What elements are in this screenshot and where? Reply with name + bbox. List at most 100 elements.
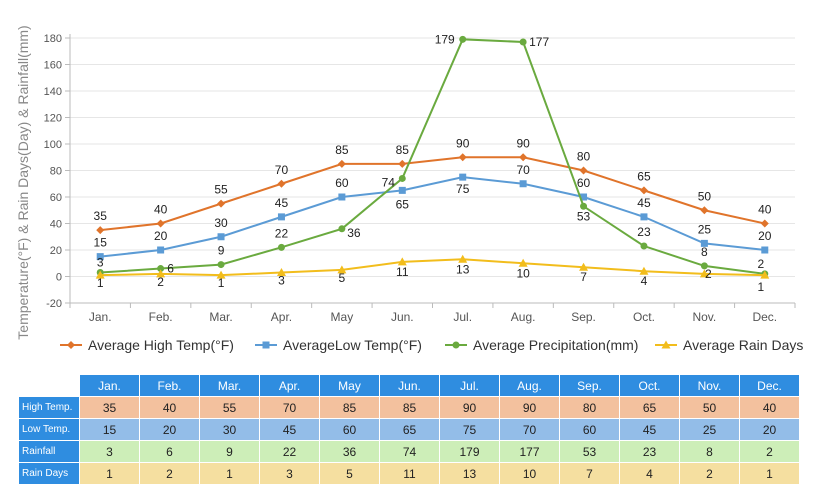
table-cell: 2 — [739, 440, 800, 463]
table-cell: 90 — [499, 396, 560, 419]
data-point — [700, 262, 708, 270]
table-cell: 7 — [559, 462, 620, 485]
series-line — [100, 258, 765, 277]
table-cell: 1 — [739, 462, 800, 485]
data-point — [156, 269, 166, 278]
data-label: 2 — [157, 275, 164, 289]
data-label: 60 — [577, 176, 591, 190]
data-label: 60 — [335, 176, 349, 190]
data-point — [458, 153, 467, 162]
table-corner-cell — [18, 374, 80, 397]
y-tick-label: 60 — [50, 192, 62, 204]
data-point — [338, 193, 346, 201]
table-month-header: Jul. — [439, 374, 500, 397]
table-cell: 65 — [619, 396, 680, 419]
table-cell: 80 — [559, 396, 620, 419]
data-label: 3 — [278, 274, 285, 288]
table-month-header: Dec. — [739, 374, 800, 397]
x-tick-label: Dec. — [752, 310, 777, 324]
x-tick-label: Nov. — [692, 310, 716, 324]
x-tick-label: Aug. — [511, 310, 536, 324]
y-tick-label: 0 — [56, 272, 62, 284]
data-label: 6 — [167, 262, 174, 276]
table-cell: 55 — [199, 396, 260, 419]
table-cell: 10 — [499, 462, 560, 485]
data-label: 2 — [705, 267, 712, 281]
legend-entry: AverageLow Temp(°F) — [283, 337, 422, 353]
table-month-header: Feb. — [139, 374, 200, 397]
data-label: 65 — [637, 169, 651, 183]
table-month-header: Jan. — [79, 374, 140, 397]
data-label: 1 — [97, 276, 104, 290]
data-label: 13 — [456, 262, 470, 276]
table-cell: 8 — [679, 440, 740, 463]
data-point — [337, 159, 346, 168]
x-tick-label: Feb. — [149, 310, 173, 324]
table-month-header: Apr. — [259, 374, 320, 397]
data-point — [459, 173, 467, 181]
table-cell: 3 — [79, 440, 140, 463]
data-label: 20 — [758, 229, 772, 243]
legend-entry: Average High Temp(°F) — [88, 337, 234, 353]
data-label: 2 — [757, 257, 764, 271]
table-cell: 36 — [319, 440, 380, 463]
data-point — [518, 258, 528, 267]
data-point — [157, 265, 165, 273]
legend-entry: Average Rain Days — [683, 337, 803, 353]
table-cell: 70 — [259, 396, 320, 419]
data-label: 65 — [396, 197, 410, 211]
data-label: 179 — [435, 32, 455, 46]
data-label: 25 — [698, 222, 712, 236]
data-label: 74 — [382, 175, 396, 189]
table-header-row: Jan. Feb. Mar. Apr. May Jun. Jul. Aug. S… — [18, 374, 800, 397]
table-cell: 4 — [619, 462, 680, 485]
table-cell: 60 — [319, 418, 380, 441]
data-label: 4 — [641, 274, 648, 288]
legend-marker — [452, 341, 460, 349]
series-line — [100, 38, 765, 275]
table-row-rain-days: Rain Days 1 2 1 3 5 11 13 10 7 4 2 1 — [18, 462, 800, 485]
data-label: 9 — [218, 244, 225, 258]
table-cell: 9 — [199, 440, 260, 463]
data-point — [458, 254, 468, 263]
data-label: 50 — [698, 189, 712, 203]
legend-marker — [67, 341, 75, 349]
data-label: 45 — [275, 196, 289, 210]
x-tick-label: Jul. — [453, 310, 472, 324]
table-cell: 30 — [199, 418, 260, 441]
data-label: 10 — [516, 266, 530, 280]
y-axis-title: Temperature(°F) & Rain Days(Day) & Rainf… — [15, 25, 31, 339]
data-label: 85 — [396, 143, 410, 157]
data-point — [519, 153, 528, 162]
data-label: 53 — [577, 209, 591, 223]
data-point — [699, 269, 709, 278]
data-label: 80 — [577, 150, 591, 164]
data-label: 40 — [758, 203, 772, 217]
data-point — [640, 242, 648, 250]
table-row-label: Low Temp. — [18, 418, 80, 441]
data-label: 70 — [275, 163, 289, 177]
data-label: 90 — [516, 136, 530, 150]
table-cell: 11 — [379, 462, 440, 485]
legend-marker — [661, 340, 671, 349]
table-cell: 60 — [559, 418, 620, 441]
table-cell: 2 — [679, 462, 740, 485]
table-cell: 85 — [319, 396, 380, 419]
data-label: 22 — [275, 226, 289, 240]
table-cell: 1 — [79, 462, 140, 485]
data-point — [96, 253, 104, 261]
data-point — [217, 199, 226, 208]
table-row-high-temp: High Temp. 35 40 55 70 85 85 90 90 80 65… — [18, 396, 800, 419]
table-cell: 13 — [439, 462, 500, 485]
data-point — [519, 38, 527, 46]
data-label: 5 — [339, 271, 346, 285]
data-label: 36 — [347, 226, 361, 240]
table-cell: 179 — [439, 440, 500, 463]
table-cell: 15 — [79, 418, 140, 441]
table-cell: 65 — [379, 418, 440, 441]
table-cell: 25 — [679, 418, 740, 441]
data-point — [337, 265, 347, 274]
data-label: 3 — [97, 256, 104, 270]
table-cell: 40 — [739, 396, 800, 419]
table-cell: 74 — [379, 440, 440, 463]
